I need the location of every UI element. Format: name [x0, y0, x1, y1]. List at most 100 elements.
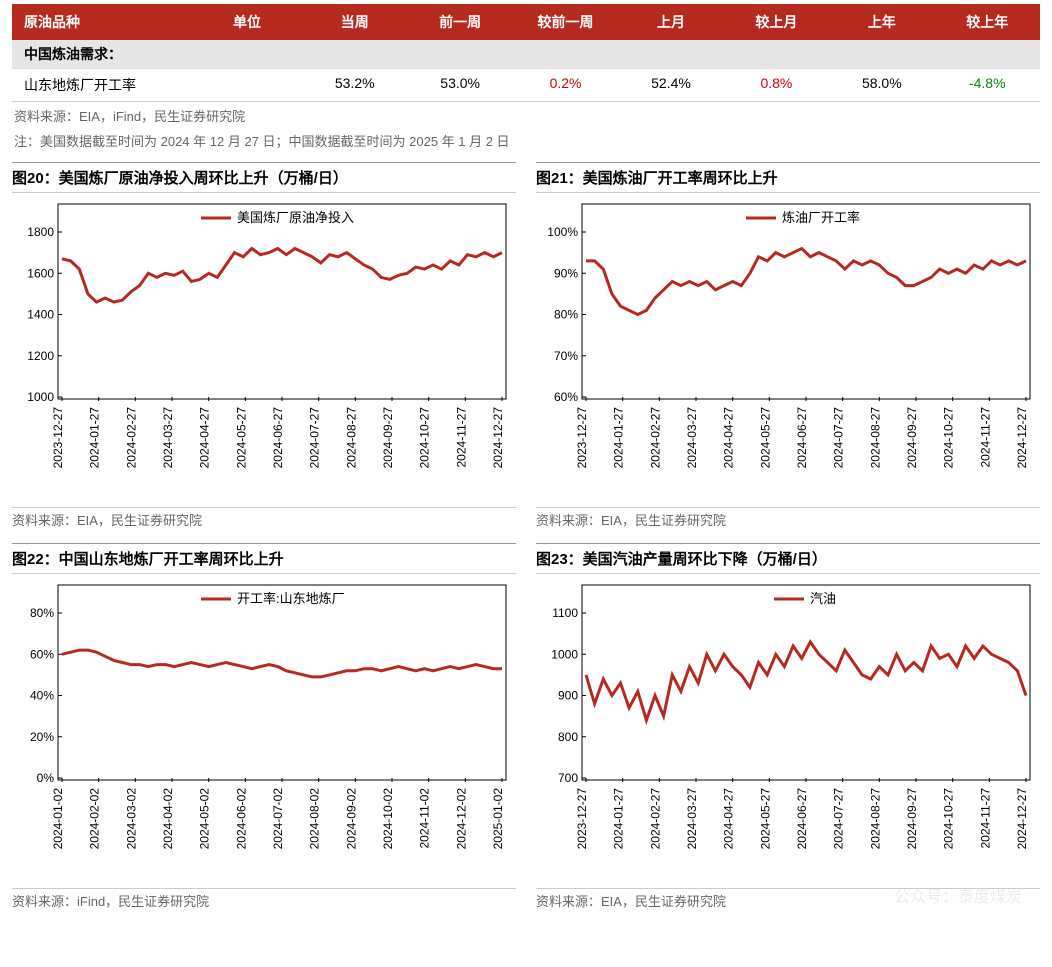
- svg-text:2024-06-27: 2024-06-27: [795, 788, 809, 850]
- svg-text:2024-04-02: 2024-04-02: [161, 788, 175, 850]
- svg-text:90%: 90%: [554, 266, 578, 280]
- svg-text:2024-01-27: 2024-01-27: [88, 407, 102, 469]
- table-note: 注：美国数据截至时间为 2024 年 12 月 27 日；中国数据截至时间为 2…: [12, 127, 1040, 152]
- svg-text:2024-07-27: 2024-07-27: [832, 788, 846, 850]
- svg-text:2024-10-27: 2024-10-27: [942, 407, 956, 469]
- svg-text:炼油厂开工率: 炼油厂开工率: [782, 210, 860, 225]
- svg-text:2024-12-27: 2024-12-27: [1015, 407, 1029, 469]
- table-row: 山东地炼厂开工率 53.2% 53.0% 0.2% 52.4% 0.8% 58.…: [12, 69, 1040, 102]
- data-table: 原油品种 单位 当周 前一周 较前一周 上月 较上月 上年 较上年 中国炼油需求…: [12, 4, 1040, 102]
- svg-text:2024-10-02: 2024-10-02: [381, 788, 395, 850]
- table-source: 资料来源：EIA，iFind，民生证券研究院: [12, 102, 1040, 127]
- svg-text:1100: 1100: [552, 606, 578, 620]
- svg-text:2024-04-27: 2024-04-27: [722, 407, 736, 469]
- chart23-canvas: 700 800 900 1000 1100 2023-12-27 2024-01-27 202…: [536, 578, 1040, 888]
- svg-text:开工率:山东地炼厂: 开工率:山东地炼厂: [237, 591, 345, 606]
- chart22-source: 资料来源：iFind，民生证券研究院: [12, 888, 516, 912]
- svg-text:2024-05-27: 2024-05-27: [758, 788, 772, 850]
- svg-text:2024-11-27: 2024-11-27: [978, 407, 992, 468]
- svg-text:2024-08-27: 2024-08-27: [344, 407, 358, 469]
- svg-text:2024-09-02: 2024-09-02: [344, 788, 358, 850]
- svg-text:60%: 60%: [30, 647, 54, 661]
- table-section-label: 中国炼油需求：: [12, 40, 1040, 69]
- svg-text:2024-10-27: 2024-10-27: [418, 407, 432, 469]
- svg-text:2023-12-27: 2023-12-27: [575, 788, 589, 850]
- svg-text:2024-07-27: 2024-07-27: [308, 407, 322, 469]
- svg-text:2024-01-27: 2024-01-27: [612, 788, 626, 850]
- svg-text:2024-02-27: 2024-02-27: [124, 407, 138, 469]
- svg-text:1800: 1800: [27, 225, 54, 239]
- svg-text:2024-05-02: 2024-05-02: [198, 788, 212, 850]
- chart-block-23: 图23：美国汽油产量周环比下降（万桶/日） 700 800 900 1000 1100 2…: [536, 543, 1040, 912]
- svg-text:2024-07-02: 2024-07-02: [271, 788, 285, 850]
- svg-text:2024-08-02: 2024-08-02: [308, 788, 322, 850]
- svg-text:2024-02-27: 2024-02-27: [648, 407, 662, 469]
- svg-text:80%: 80%: [554, 308, 578, 322]
- svg-text:2024-04-27: 2024-04-27: [198, 407, 212, 469]
- svg-text:100%: 100%: [547, 225, 578, 239]
- svg-text:40%: 40%: [30, 689, 54, 703]
- th-prevmonth: 上月: [618, 8, 723, 36]
- th-prevweek: 前一周: [407, 8, 512, 36]
- svg-text:2024-08-27: 2024-08-27: [868, 788, 882, 850]
- svg-text:汽油: 汽油: [810, 591, 836, 606]
- svg-text:2024-11-27: 2024-11-27: [454, 407, 468, 468]
- chart23-source: 资料来源：EIA，民生证券研究院: [536, 888, 1040, 912]
- svg-text:2025-01-02: 2025-01-02: [491, 788, 505, 850]
- chart22-title: 图22：中国山东地炼厂开工率周环比上升: [12, 543, 516, 574]
- svg-text:2024-09-27: 2024-09-27: [381, 407, 395, 469]
- svg-text:20%: 20%: [30, 730, 54, 744]
- chart22-canvas: 0%20%40%60%80%2024-01-022024-02-022024-0…: [12, 578, 516, 888]
- svg-text:2024-04-27: 2024-04-27: [722, 788, 736, 850]
- table-header-row: 原油品种 单位 当周 前一周 较前一周 上月 较上月 上年 较上年: [12, 4, 1040, 40]
- svg-text:2024-12-02: 2024-12-02: [454, 788, 468, 850]
- svg-text:2024-02-02: 2024-02-02: [88, 788, 102, 850]
- cell-vsprevmonth: 0.8%: [724, 71, 829, 99]
- cell-unit: [192, 71, 302, 99]
- chart21-title: 图21：美国炼油厂开工率周环比上升: [536, 162, 1040, 193]
- svg-text:1000: 1000: [551, 647, 578, 661]
- svg-text:2024-08-27: 2024-08-27: [868, 407, 882, 469]
- svg-text:0%: 0%: [37, 771, 55, 785]
- chart-block-22: 图22：中国山东地炼厂开工率周环比上升 0%20%40%60%80%2024-0…: [12, 543, 516, 912]
- svg-text:2024-03-27: 2024-03-27: [685, 407, 699, 469]
- svg-text:2024-12-27: 2024-12-27: [1015, 788, 1029, 850]
- svg-text:2024-02-27: 2024-02-27: [648, 788, 662, 850]
- svg-text:2024-09-27: 2024-09-27: [905, 407, 919, 469]
- cell-prevmonth: 52.4%: [618, 71, 723, 99]
- svg-text:2024-11-02: 2024-11-02: [418, 788, 432, 849]
- th-vsprevweek: 较前一周: [513, 8, 618, 36]
- svg-text:2024-06-27: 2024-06-27: [795, 407, 809, 469]
- svg-text:美国炼厂原油净投入: 美国炼厂原油净投入: [237, 210, 354, 225]
- chart23-title: 图23：美国汽油产量周环比下降（万桶/日）: [536, 543, 1040, 574]
- svg-text:2024-11-27: 2024-11-27: [978, 788, 992, 849]
- svg-text:2024-03-27: 2024-03-27: [161, 407, 175, 469]
- svg-text:60%: 60%: [554, 390, 578, 404]
- svg-text:2024-05-27: 2024-05-27: [758, 407, 772, 469]
- chart20-source: 资料来源：EIA，民生证券研究院: [12, 507, 516, 531]
- cell-vsprevyear: -4.8%: [935, 71, 1040, 99]
- th-prevyear: 上年: [829, 8, 934, 36]
- svg-text:2024-06-27: 2024-06-27: [271, 407, 285, 469]
- svg-text:1000: 1000: [27, 390, 54, 404]
- chart21-source: 资料来源：EIA，民生证券研究院: [536, 507, 1040, 531]
- charts-grid: 图20：美国炼厂原油净投入周环比上升（万桶/日） 100012001400160…: [12, 162, 1040, 912]
- svg-text:2024-03-27: 2024-03-27: [685, 788, 699, 850]
- svg-text:2023-12-27: 2023-12-27: [575, 407, 589, 469]
- th-vsprevmonth: 较上月: [724, 8, 829, 36]
- svg-text:700: 700: [558, 771, 578, 785]
- svg-text:2024-07-27: 2024-07-27: [832, 407, 846, 469]
- svg-text:900: 900: [558, 689, 578, 703]
- chart20-title: 图20：美国炼厂原油净投入周环比上升（万桶/日）: [12, 162, 516, 193]
- cell-vsprevweek: 0.2%: [513, 71, 618, 99]
- cell-name: 山东地炼厂开工率: [12, 71, 192, 99]
- svg-text:800: 800: [558, 730, 578, 744]
- svg-text:2024-01-27: 2024-01-27: [612, 407, 626, 469]
- th-unit: 单位: [192, 8, 302, 36]
- chart21-canvas: 60%70%80%90%100%2023-12-272024-01-272024…: [536, 197, 1040, 507]
- svg-text:2023-12-27: 2023-12-27: [51, 407, 65, 469]
- svg-text:2024-06-02: 2024-06-02: [234, 788, 248, 850]
- cell-prevweek: 53.0%: [407, 71, 512, 99]
- chart-block-21: 图21：美国炼油厂开工率周环比上升 60%70%80%90%100%2023-1…: [536, 162, 1040, 531]
- svg-text:2024-03-02: 2024-03-02: [124, 788, 138, 850]
